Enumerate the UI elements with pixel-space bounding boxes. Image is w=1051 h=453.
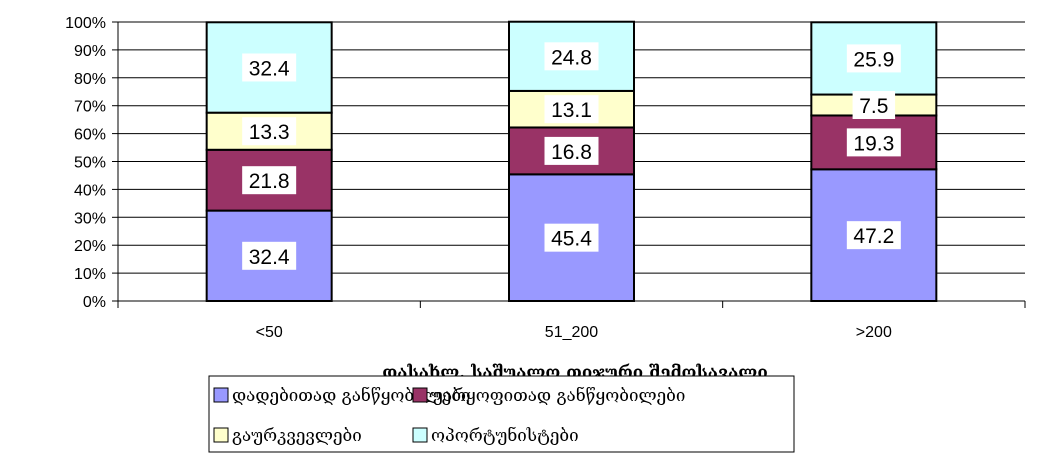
data-labels: 32.4 21.8 13.3 32.4 45.4 16.8 13.1 24.8 47.2 19.3… [242, 42, 901, 270]
data-label-bg [242, 241, 297, 270]
data-label-bg [544, 136, 599, 165]
data-label: 47.2 [853, 225, 894, 248]
data-label-bg [544, 223, 599, 252]
data-label: 16.8 [551, 141, 592, 164]
legend-box [208, 375, 795, 453]
legend-swatch [213, 387, 229, 403]
data-label-bg [242, 53, 297, 82]
y-tick-label: 40% [74, 182, 106, 199]
legend-label: უარყოფითად განწყობილები [431, 386, 685, 406]
data-label-bg [846, 221, 901, 250]
y-tick-label: 0% [83, 294, 106, 311]
x-tick-label: >200 [856, 324, 892, 341]
x-tick-label: 51_200 [545, 324, 598, 341]
data-label: 7.5 [859, 95, 888, 118]
data-label: 32.4 [249, 57, 290, 80]
data-label-bg [242, 117, 297, 146]
data-label: 19.3 [853, 132, 894, 155]
y-tick-label: 80% [74, 71, 106, 88]
data-label: 32.4 [249, 246, 290, 269]
legend-label: დადებითად განწყობილები [232, 386, 471, 406]
y-tick-label: 60% [74, 127, 106, 144]
y-tick-label: 100% [65, 15, 106, 32]
data-label: 13.1 [551, 99, 592, 122]
y-tick-label: 10% [74, 266, 106, 283]
legend-swatch [412, 387, 428, 403]
data-label-bg [544, 95, 599, 124]
data-label-bg [846, 128, 901, 157]
legend-label: გაურკვევლები [232, 426, 362, 446]
data-label-bg [852, 91, 896, 120]
x-tick-label: <50 [256, 324, 283, 341]
axes: 0% 10% 20% 30% 40% 50% 60% 70% 80% 90% 100% <50 51_2… [65, 15, 1026, 341]
data-label-bg [242, 166, 297, 195]
legend-swatch [412, 427, 428, 443]
y-tick-label: 30% [74, 210, 106, 227]
data-label: 24.8 [551, 46, 592, 69]
data-label: 45.4 [551, 228, 592, 251]
y-tick-label: 70% [74, 99, 106, 116]
data-label-bg [544, 42, 599, 71]
legend-swatch [213, 427, 229, 443]
legend-label: ოპორტუნისტები [431, 426, 579, 446]
y-tick-label: 50% [74, 155, 106, 172]
data-label: 13.3 [249, 121, 290, 144]
data-label: 21.8 [249, 170, 290, 193]
data-label: 25.9 [853, 48, 894, 71]
y-tick-label: 20% [74, 238, 106, 255]
data-label-bg [846, 44, 901, 73]
y-tick-label: 90% [74, 43, 106, 60]
